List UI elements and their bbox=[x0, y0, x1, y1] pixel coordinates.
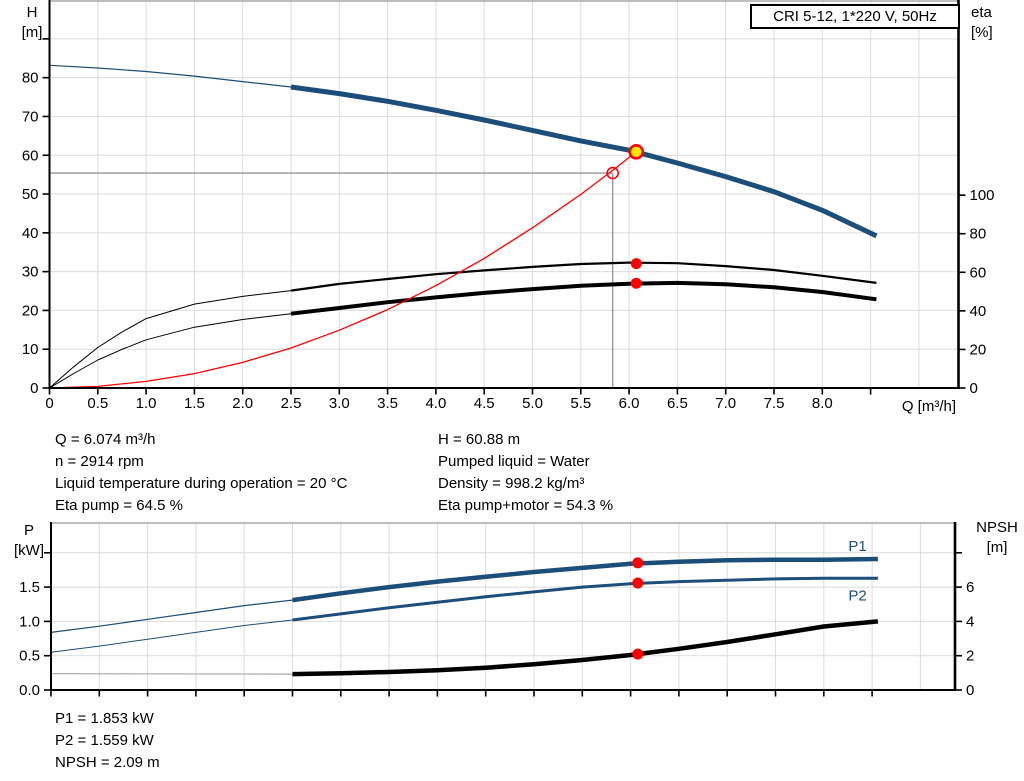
y-left-tick-label: 70 bbox=[22, 108, 39, 125]
y-right-tick-label: 4 bbox=[966, 613, 974, 630]
P2-curve-thin bbox=[50, 619, 293, 653]
h-axis-label: H [m] bbox=[21, 4, 43, 41]
y-left-tick-label: 10 bbox=[22, 341, 39, 358]
y-left-tick-label: 0 bbox=[30, 380, 38, 397]
y-left-tick-label: 60 bbox=[22, 147, 39, 164]
y-right-tick-label: 0 bbox=[970, 380, 978, 397]
x-tick-label: 2.5 bbox=[281, 395, 302, 412]
x-tick-label: 0 bbox=[45, 395, 53, 412]
y-left-tick-label: 1.5 bbox=[19, 579, 40, 596]
y-left-tick-label: 0.0 bbox=[19, 682, 40, 699]
result-head: H = 60.88 m bbox=[438, 431, 521, 448]
eta-pump-curve-thin bbox=[49, 290, 292, 389]
npsh-axis-label: NPSH [m] bbox=[976, 519, 1018, 556]
result-eta-pump: Eta pump = 64.5 % bbox=[55, 497, 183, 514]
y-right-tick-label: 6 bbox=[966, 579, 974, 596]
operating-point-dot bbox=[632, 577, 644, 589]
P2-curve bbox=[292, 576, 878, 622]
QH-curve bbox=[290, 84, 878, 239]
x-tick-label: 6.5 bbox=[667, 395, 688, 412]
operating-point-dot bbox=[632, 557, 644, 569]
series-label-P1: P1 bbox=[848, 538, 866, 555]
y-right-tick-label: 80 bbox=[970, 226, 987, 243]
system-curve bbox=[49, 151, 637, 389]
pump-title-box: CRI 5-12, 1*220 V, 50Hz bbox=[750, 4, 960, 29]
operating-point-dot bbox=[630, 277, 642, 289]
result-p2: P2 = 1.559 kW bbox=[55, 732, 154, 749]
x-tick-label: 1.5 bbox=[184, 395, 205, 412]
eta-pump-motor-curve bbox=[290, 280, 877, 316]
p-axis-label: P [kW] bbox=[14, 522, 44, 559]
P1-curve-thin bbox=[50, 599, 293, 633]
x-tick-label: 3.0 bbox=[329, 395, 350, 412]
x-tick-label: 1.0 bbox=[136, 395, 157, 412]
y-left-tick-label: 1.0 bbox=[19, 613, 40, 630]
y-left-tick-label: 50 bbox=[22, 186, 39, 203]
result-pumped-liquid: Pumped liquid = Water bbox=[438, 453, 590, 470]
x-tick-label: 8.0 bbox=[812, 395, 833, 412]
result-npsh: NPSH = 2.09 m bbox=[55, 754, 160, 771]
result-p1: P1 = 1.853 kW bbox=[55, 710, 154, 727]
result-flow: Q = 6.074 m³/h bbox=[55, 431, 156, 448]
eta-pump-motor-curve-thin bbox=[49, 313, 292, 389]
y-left-tick-label: 0.5 bbox=[19, 648, 40, 665]
x-tick-label: 3.5 bbox=[377, 395, 398, 412]
y-right-tick-label: 40 bbox=[970, 303, 987, 320]
y-right-tick-label: 100 bbox=[970, 187, 995, 204]
power-npsh-chart: 0.0 0.5 1.0 1.5 0 2 4 6 P1 P2 bbox=[19, 522, 974, 699]
x-tick-label: 0.5 bbox=[87, 395, 108, 412]
result-eta-pump-motor: Eta pump+motor = 54.3 % bbox=[438, 497, 614, 514]
series-label-P2: P2 bbox=[848, 587, 866, 604]
y-left-tick-label: 80 bbox=[22, 70, 39, 87]
y-right-tick-label: 20 bbox=[970, 341, 987, 358]
result-speed: n = 2914 rpm bbox=[55, 453, 144, 470]
QH-curve-thin bbox=[49, 64, 292, 88]
x-tick-label: 2.0 bbox=[232, 395, 253, 412]
y-right-tick-label: 60 bbox=[970, 264, 987, 281]
y-right-tick-label: 0 bbox=[966, 682, 974, 699]
eta-pump-curve bbox=[290, 261, 877, 292]
npsh-curve bbox=[292, 619, 879, 677]
operating-point-dot bbox=[632, 648, 644, 660]
eta-axis-label: eta [%] bbox=[971, 4, 993, 41]
y-right-tick-label: 2 bbox=[966, 648, 974, 665]
operating-point-dot bbox=[630, 258, 642, 270]
y-left-tick-label: 20 bbox=[22, 302, 39, 319]
x-tick-label: 7.0 bbox=[715, 395, 736, 412]
x-tick-label: 7.5 bbox=[764, 395, 785, 412]
x-tick-label: 4.0 bbox=[425, 395, 446, 412]
x-tick-label: 5.0 bbox=[522, 395, 543, 412]
q-axis-label: Q [m³/h] bbox=[901, 398, 956, 415]
y-left-tick-label: 40 bbox=[22, 225, 39, 242]
result-liquid-temp: Liquid temperature during operation = 20… bbox=[55, 475, 348, 492]
P1-curve bbox=[292, 556, 878, 603]
x-tick-label: 4.5 bbox=[474, 395, 495, 412]
x-tick-label: 6.0 bbox=[619, 395, 640, 412]
result-density: Density = 998.2 kg/m³ bbox=[438, 475, 585, 492]
qh-eta-chart: 0 10 20 30 40 50 60 70 80 0 20 40 60 80 100 0 0.5 1.0 1.5 2… bbox=[22, 0, 995, 412]
y-left-tick-label: 30 bbox=[22, 264, 39, 281]
requested-duty-point-ring bbox=[606, 166, 619, 180]
x-tick-label: 5.5 bbox=[570, 395, 591, 412]
duty-point-marker bbox=[628, 144, 645, 160]
